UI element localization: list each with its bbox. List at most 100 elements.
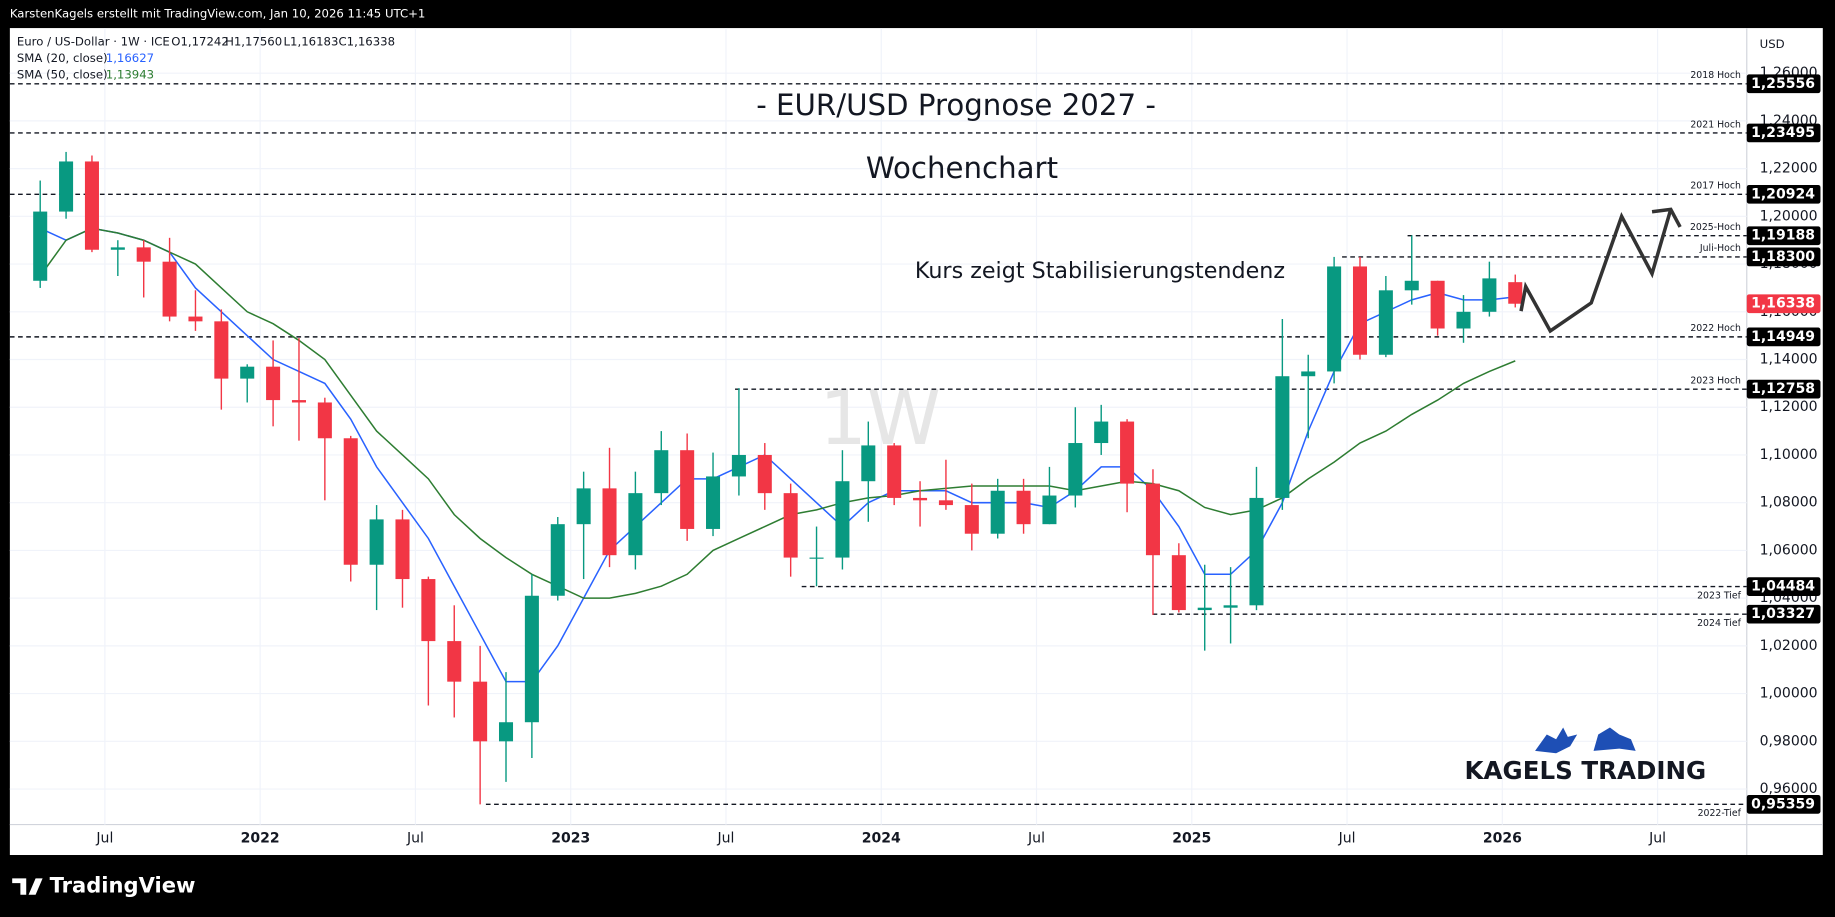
price-tag	[1746, 74, 1821, 94]
price-tag	[1746, 379, 1821, 399]
chart-area	[9, 28, 1823, 856]
candle-body	[473, 681, 488, 742]
legend-name: SMA (20, close)	[17, 51, 108, 65]
currency: USD	[1760, 37, 1785, 51]
candle-body	[1223, 605, 1238, 608]
annotation: Kurs zeigt Stabilisierungstendenz	[915, 258, 1285, 284]
y-tick-label: 1,08000	[1760, 495, 1818, 511]
candle-body	[938, 500, 953, 506]
level-label: 2023 Hoch	[1690, 375, 1741, 386]
price-tag-label: 1,04484	[1751, 579, 1815, 595]
price-tag-label: 0,95359	[1751, 796, 1815, 812]
candle-body	[59, 161, 74, 212]
candle-body	[395, 519, 410, 580]
y-tick-label: 1,02000	[1760, 638, 1818, 654]
price-tag	[1746, 123, 1821, 143]
chart-subtitle: Wochenchart	[866, 151, 1058, 185]
price-tag	[1746, 604, 1821, 624]
candle-body	[1275, 376, 1290, 498]
level-label: Juli-Hoch	[1699, 243, 1741, 254]
last-price-label: 1,16338	[1751, 296, 1815, 312]
level-label: 2024 Tief	[1697, 618, 1742, 629]
logo-icon	[1535, 727, 1636, 754]
candle-body	[1378, 290, 1393, 355]
level-label: 2025-Hoch	[1690, 222, 1741, 233]
price-tag	[1746, 226, 1821, 246]
candle-body	[1171, 555, 1186, 611]
y-tick-label: 1,12000	[1760, 399, 1818, 415]
candle-body	[706, 476, 721, 529]
footer-logo: TradingView	[12, 873, 195, 898]
ohlc-open: O1,17242	[171, 35, 229, 49]
candle-body	[1094, 421, 1109, 444]
y-tick-label: 1,20000	[1760, 208, 1818, 224]
level-label: 2023 Tief	[1697, 590, 1742, 601]
candle-body	[628, 493, 643, 556]
candle-body	[1301, 371, 1316, 377]
candle-body	[240, 366, 255, 379]
candle-body	[809, 557, 824, 559]
candle-body	[576, 488, 591, 525]
candle-body	[33, 211, 48, 281]
candle-body	[447, 641, 462, 682]
x-tick-label: Jul	[717, 831, 735, 847]
price-tag	[1746, 247, 1821, 267]
candle-body	[498, 722, 514, 742]
candle-body	[757, 454, 772, 494]
candle-body	[680, 450, 695, 529]
price-tag	[1746, 327, 1821, 347]
level-label: 2022-Tief	[1698, 808, 1742, 819]
y-tick-label: 0,96000	[1760, 781, 1818, 797]
y-tick-label: 1,10000	[1760, 447, 1818, 463]
forecast-path	[1519, 208, 1673, 334]
y-tick-label: 1,06000	[1760, 542, 1818, 558]
candle-body	[1327, 266, 1342, 372]
level-label: 2018 Hoch	[1690, 70, 1741, 81]
candle-body	[1120, 421, 1135, 484]
price-tag-label: 1,03327	[1751, 606, 1815, 622]
x-tick-label: Jul	[1338, 831, 1356, 847]
candle-body	[835, 481, 850, 558]
x-tick-label: 2025	[1172, 831, 1211, 847]
candle-body	[421, 579, 436, 642]
candle-body	[369, 519, 384, 565]
y-tick-label: 1,14000	[1760, 352, 1818, 368]
x-tick-label: Jul	[406, 831, 424, 847]
candle-body	[964, 505, 979, 534]
legend: Euro / US-Dollar · 1W · ICE O1,17242 H1,…	[17, 35, 395, 49]
candle-body	[1016, 490, 1031, 525]
candle-body	[317, 402, 332, 439]
candle-body	[343, 438, 358, 565]
chart-title: - EUR/USD Prognose 2027 -	[756, 88, 1156, 122]
x-tick-label: Jul	[1027, 831, 1045, 847]
ohlc-high: H1,17560	[225, 35, 282, 49]
ohlc-close: C1,16338	[339, 35, 396, 49]
watermark: 1W	[819, 375, 941, 462]
level-label: 2022 Hoch	[1690, 323, 1741, 334]
candle-body	[990, 490, 1005, 534]
price-tag-label: 1,25556	[1751, 76, 1815, 92]
sma-line	[39, 227, 1516, 599]
y-tick-label: 1,00000	[1760, 686, 1818, 702]
candle-body	[1197, 607, 1212, 611]
candle-body	[887, 445, 902, 498]
candle-body	[1352, 266, 1368, 355]
candle-body	[188, 316, 203, 322]
candle-body	[266, 366, 281, 401]
price-tag-label: 1,14949	[1751, 329, 1815, 345]
y-tick-label: 0,98000	[1760, 733, 1818, 749]
x-tick-label: Jul	[1648, 831, 1666, 847]
candle-body	[524, 595, 539, 723]
last-price-tag	[1746, 294, 1821, 314]
candle-body	[214, 321, 229, 379]
x-tick-label: 2026	[1483, 831, 1522, 847]
candle-body	[731, 454, 746, 477]
legend-value: 1,16627	[106, 51, 154, 65]
price-tag-label: 1,20924	[1751, 186, 1815, 202]
candle-body	[162, 261, 177, 317]
price-tag	[1746, 794, 1821, 814]
candle-body	[1404, 280, 1419, 291]
legend-value: 1,13943	[106, 67, 154, 81]
